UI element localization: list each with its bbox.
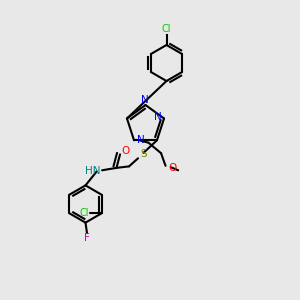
Text: F: F bbox=[84, 233, 90, 243]
Text: Cl: Cl bbox=[80, 208, 89, 218]
Text: N: N bbox=[137, 135, 145, 145]
Text: HN: HN bbox=[85, 166, 101, 176]
Text: O: O bbox=[121, 146, 130, 156]
Text: O: O bbox=[168, 163, 176, 173]
Text: N: N bbox=[141, 94, 149, 105]
Text: Cl: Cl bbox=[162, 23, 171, 34]
Text: N: N bbox=[154, 112, 161, 122]
Text: S: S bbox=[140, 149, 147, 159]
